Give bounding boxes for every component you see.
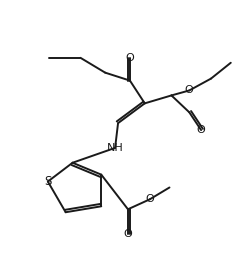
Text: O: O	[125, 53, 134, 63]
Text: O: O	[185, 86, 194, 95]
Text: O: O	[197, 125, 205, 135]
Text: NH: NH	[107, 143, 123, 153]
Text: O: O	[145, 194, 154, 204]
Text: S: S	[44, 175, 52, 188]
Text: O: O	[123, 229, 132, 239]
